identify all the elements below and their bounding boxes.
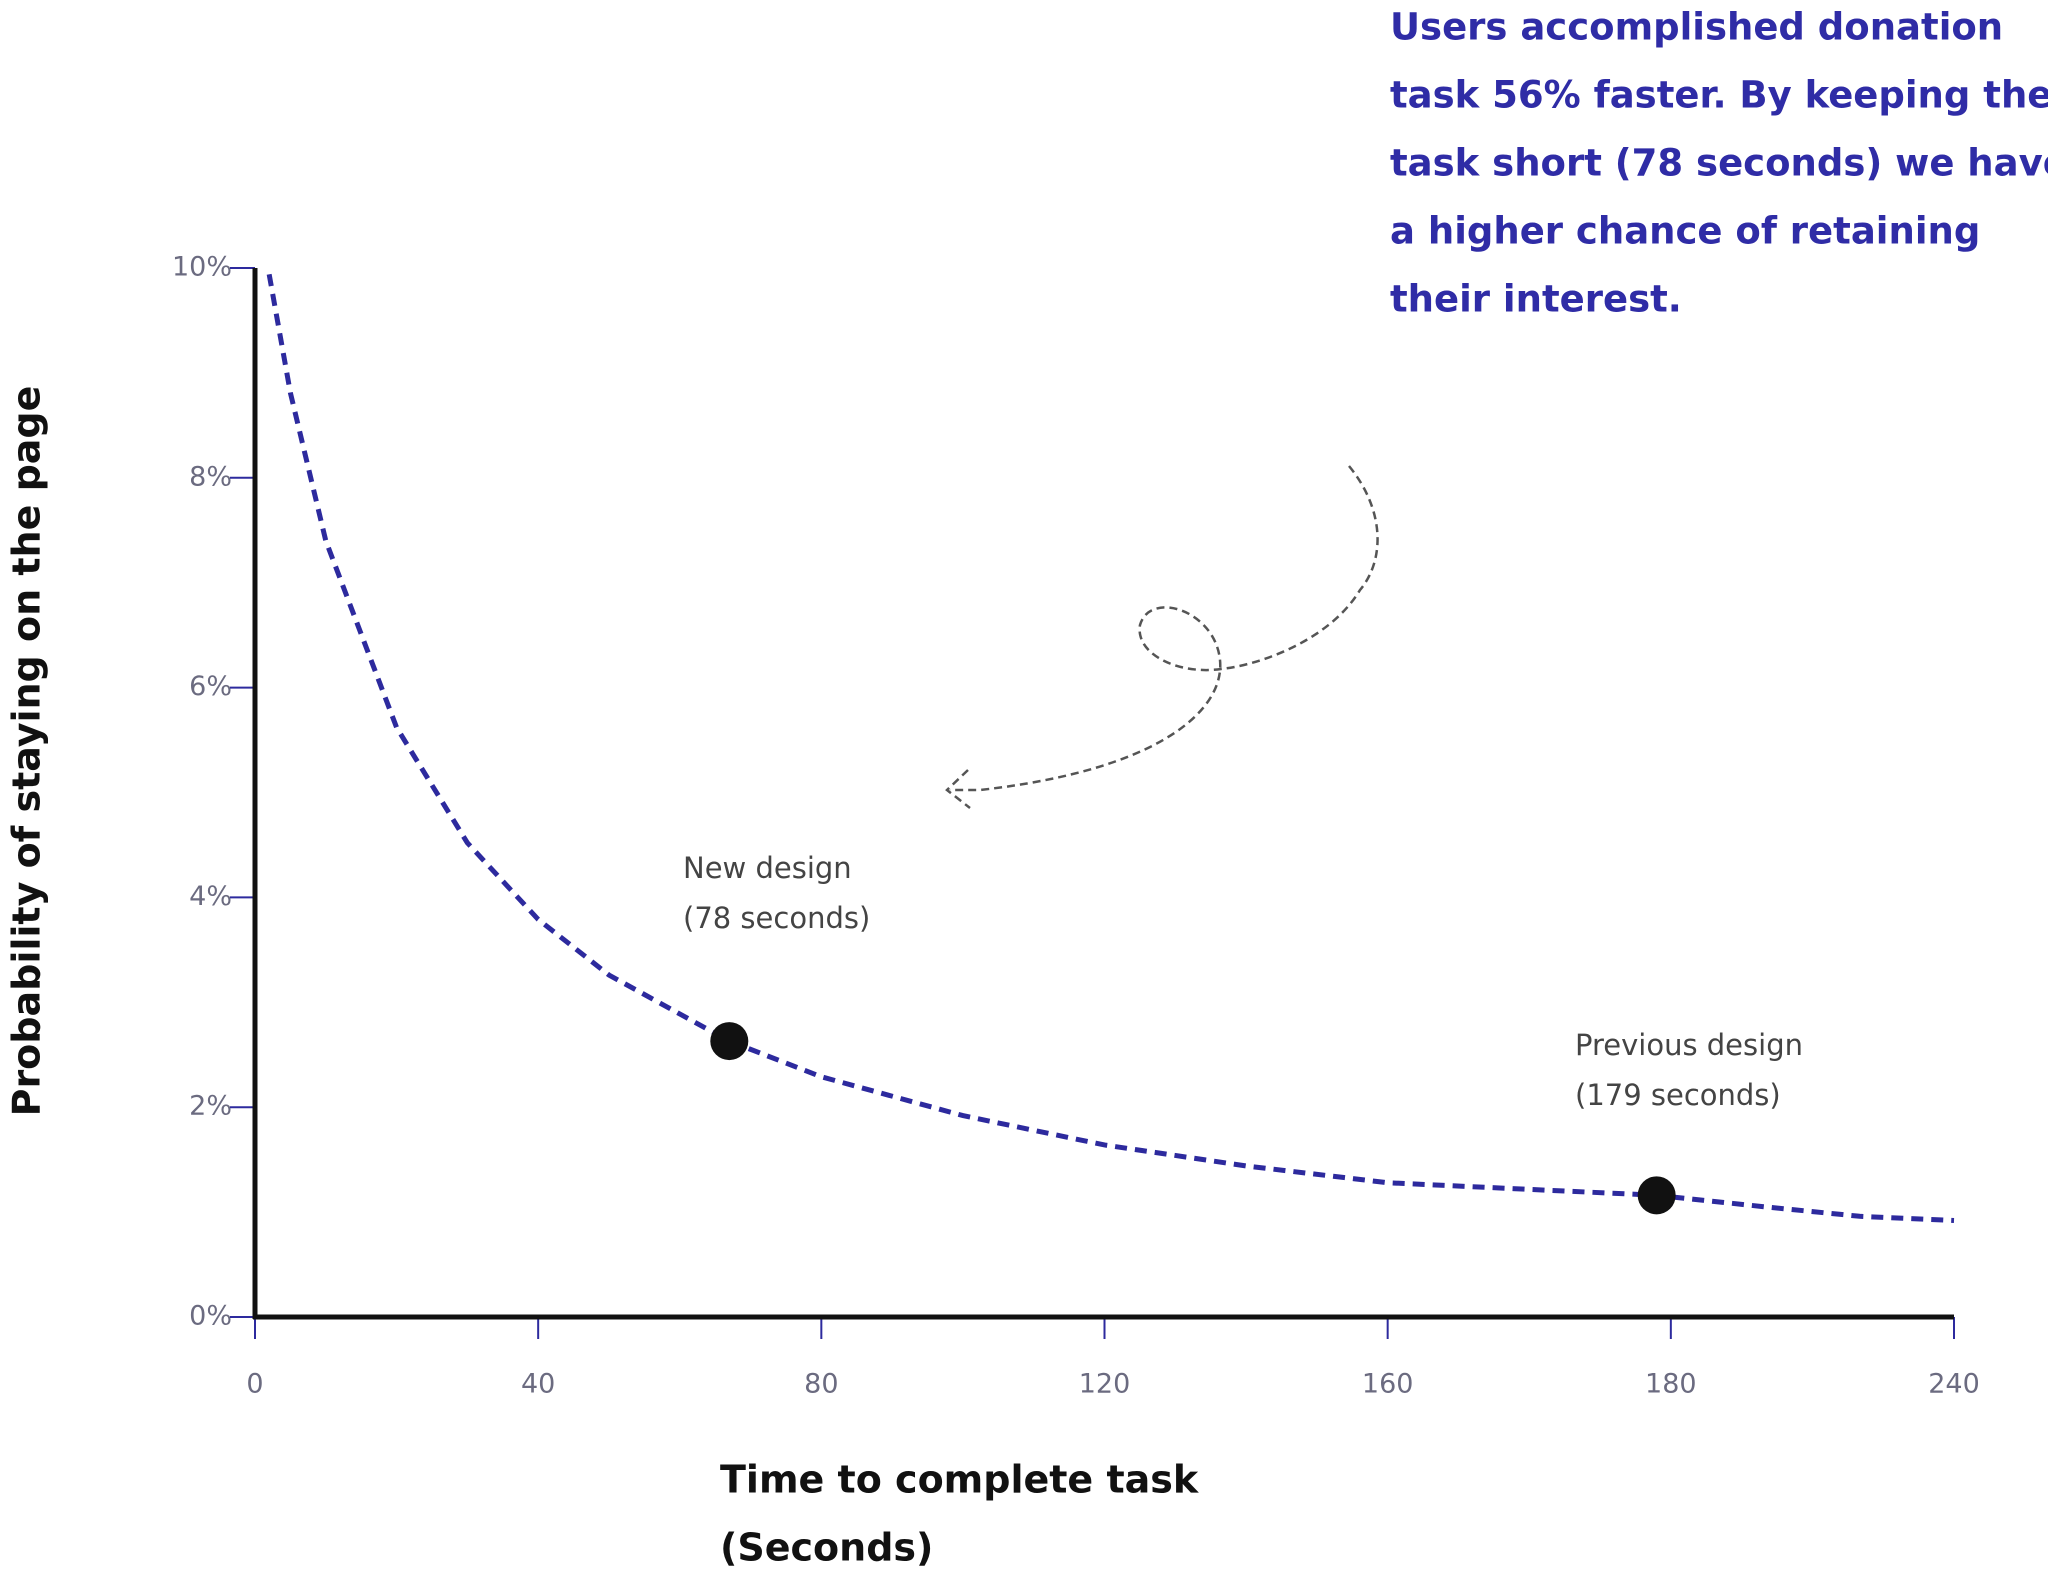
y-tick-label: 8% [189,461,232,492]
x-tick-label: 120 [1079,1369,1131,1400]
x-tick-label: 180 [1645,1369,1697,1400]
point-label: Previous design [1575,1028,1803,1062]
annotation: task short (78 seconds) we have [1390,142,2048,185]
annotation: Users accomplished donation [1390,6,2003,49]
x-tick-label: 160 [1362,1369,1414,1400]
arrow-doodle [945,465,1379,809]
point-label: New design [683,851,852,885]
y-tick-label: 10% [172,252,232,283]
x-tick-label: 40 [521,1369,555,1400]
x-tick-label: 0 [246,1369,263,1400]
annotation: task 56% faster. By keeping the [1390,74,2048,117]
y-tick-label: 4% [189,881,232,912]
x-tick-label: 80 [804,1369,838,1400]
annotation: their interest. [1390,278,1682,321]
y-tick-label: 2% [189,1091,232,1122]
point-label: (179 seconds) [1575,1078,1781,1112]
design-point [1637,1176,1676,1215]
design-point [710,1022,749,1061]
y-axis-title: Probability of staying on the page [5,386,49,1117]
x-axis-title: (Seconds) [720,1526,933,1569]
x-axis-title: Time to complete task [720,1458,1199,1502]
x-tick-label: 240 [1928,1369,1980,1400]
y-tick-label: 0% [189,1301,232,1332]
curve [266,273,1955,1223]
point-label: (78 seconds) [683,901,870,935]
annotation: a higher chance of retaining [1390,210,1980,253]
y-tick-label: 6% [189,671,232,702]
